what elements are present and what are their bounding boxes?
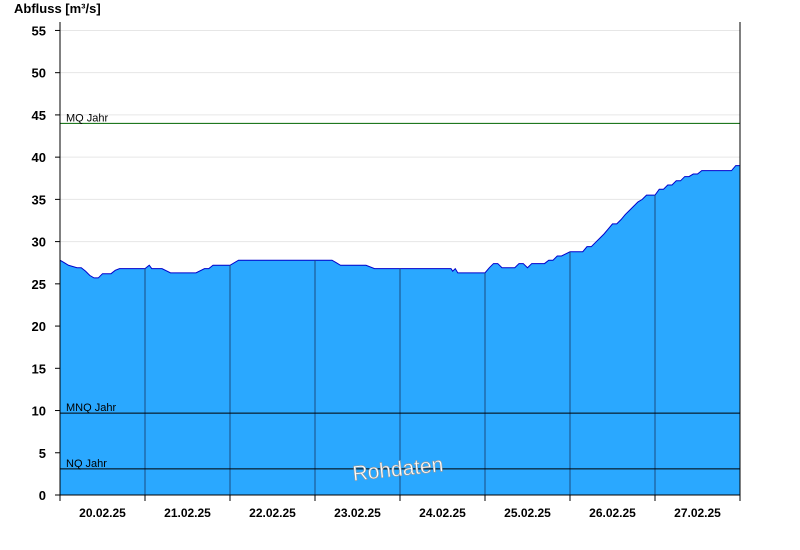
y-tick-label-0: 0 <box>39 488 46 503</box>
x-tick-label-7: 27.02.25 <box>674 506 721 520</box>
x-tick-label-1: 21.02.25 <box>164 506 211 520</box>
reference-label-0: MQ Jahr <box>66 112 109 124</box>
y-tick-label-10: 10 <box>32 404 46 419</box>
x-tick-labels: 20.02.25 21.02.25 22.02.25 23.02.25 24.02.25… <box>59 495 741 520</box>
x-tick-label-2: 22.02.25 <box>249 506 296 520</box>
x-tick-label-5: 25.02.25 <box>504 506 551 520</box>
x-tick-label-6: 26.02.25 <box>589 506 636 520</box>
reference-label-2: NQ Jahr <box>66 458 107 470</box>
y-tick-label-20: 20 <box>32 319 46 334</box>
discharge-line <box>59 165 740 279</box>
y-tick-label-50: 50 <box>32 66 46 81</box>
y-axis-label: Abfluss [m³/s] <box>14 1 101 16</box>
x-tick-label-0: 20.02.25 <box>79 506 126 520</box>
y-tick-label-35: 35 <box>32 192 46 207</box>
y-tick-label-40: 40 <box>32 150 46 165</box>
y-tick-label-15: 15 <box>32 361 46 376</box>
reference-label-1: MNQ Jahr <box>66 402 116 414</box>
y-tick-label-45: 45 <box>32 108 46 123</box>
day-separator-lines <box>144 195 656 495</box>
y-tick-label-30: 30 <box>32 235 46 250</box>
reference-lines: MQ Jahr MNQ Jahr NQ Jahr <box>60 112 740 470</box>
y-tick-label-5: 5 <box>39 446 46 461</box>
y-tick-label-25: 25 <box>32 277 46 292</box>
y-tick-label-55: 55 <box>32 23 46 38</box>
x-tick-label-4: 24.02.25 <box>419 506 466 520</box>
y-tick-labels: 0 5 10 15 20 25 30 35 40 45 50 55 <box>32 23 60 503</box>
x-tick-label-3: 23.02.25 <box>334 506 381 520</box>
